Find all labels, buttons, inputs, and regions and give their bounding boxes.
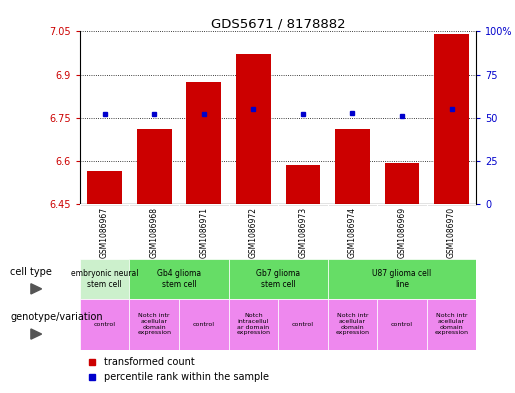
Bar <box>137 129 171 204</box>
Text: Gb7 glioma
stem cell: Gb7 glioma stem cell <box>256 269 300 289</box>
Bar <box>87 171 122 204</box>
Text: GSM1086973: GSM1086973 <box>298 207 307 258</box>
Text: U87 glioma cell
line: U87 glioma cell line <box>372 269 432 289</box>
Text: control: control <box>94 322 115 327</box>
Text: GSM1086971: GSM1086971 <box>199 207 208 258</box>
Bar <box>236 55 271 204</box>
Bar <box>335 129 370 204</box>
Polygon shape <box>31 284 42 294</box>
Bar <box>186 82 221 204</box>
Text: control: control <box>391 322 413 327</box>
Text: GSM1086970: GSM1086970 <box>447 207 456 258</box>
Text: control: control <box>292 322 314 327</box>
Text: Notch intr
acellular
domain
expression: Notch intr acellular domain expression <box>335 313 369 335</box>
Text: Notch intr
acellular
domain
expression: Notch intr acellular domain expression <box>435 313 469 335</box>
Bar <box>328 259 476 299</box>
Bar <box>434 34 469 204</box>
Text: Notch intr
acellular
domain
expression: Notch intr acellular domain expression <box>137 313 171 335</box>
Title: GDS5671 / 8178882: GDS5671 / 8178882 <box>211 17 346 30</box>
Bar <box>278 299 328 350</box>
Bar <box>80 299 129 350</box>
Polygon shape <box>31 329 42 339</box>
Text: cell type: cell type <box>10 267 52 277</box>
Text: GSM1086974: GSM1086974 <box>348 207 357 258</box>
Bar <box>427 299 476 350</box>
Text: Notch
intracellul
ar domain
expression: Notch intracellul ar domain expression <box>236 313 270 335</box>
Text: percentile rank within the sample: percentile rank within the sample <box>104 372 269 382</box>
Text: GSM1086967: GSM1086967 <box>100 207 109 258</box>
Text: GSM1086972: GSM1086972 <box>249 207 258 258</box>
Text: transformed count: transformed count <box>104 356 194 367</box>
Text: Gb4 glioma
stem cell: Gb4 glioma stem cell <box>157 269 201 289</box>
Text: GSM1086969: GSM1086969 <box>398 207 406 258</box>
Bar <box>229 299 278 350</box>
Bar <box>179 299 229 350</box>
Text: genotype/variation: genotype/variation <box>10 312 103 322</box>
Bar <box>385 163 419 204</box>
Bar <box>377 299 427 350</box>
Text: GSM1086968: GSM1086968 <box>150 207 159 258</box>
Bar <box>328 299 377 350</box>
Bar <box>129 259 229 299</box>
Bar <box>229 259 328 299</box>
Text: embryonic neural
stem cell: embryonic neural stem cell <box>71 269 139 289</box>
Text: control: control <box>193 322 215 327</box>
Bar <box>129 299 179 350</box>
Bar <box>80 259 129 299</box>
Bar <box>285 165 320 204</box>
